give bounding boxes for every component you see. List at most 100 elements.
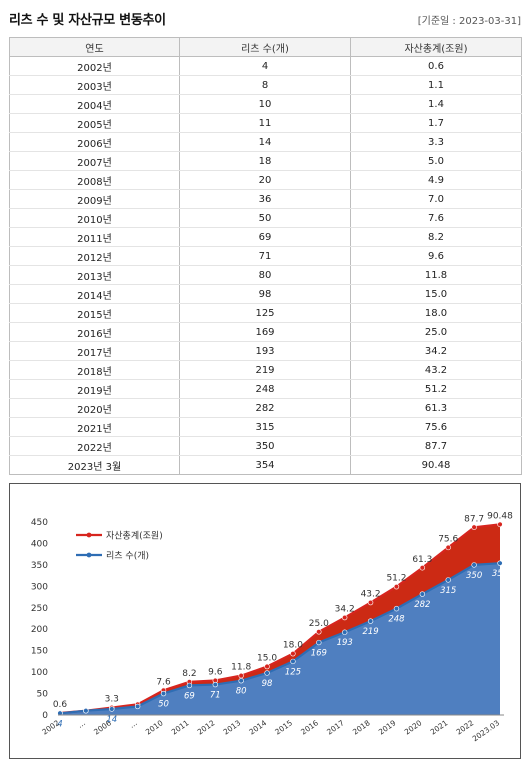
cell-year: 2017년 [9,341,180,361]
cell-total-assets: 87.7 [350,436,522,456]
cell-reits-count: 315 [179,417,351,437]
asset-data-label: 25.0 [309,619,329,629]
legend-reits-count-label: 리츠 수(개) [106,551,149,562]
page-title: 리츠 수 및 자산규모 변동추이 [9,13,166,28]
reits-count-point [471,562,477,568]
reits-count-line [59,562,501,715]
table-row: 2020년 282 61.3 [9,398,522,418]
asset-data-label: 15.0 [257,654,277,664]
x-tick-label: 2017 [325,718,346,736]
cell-year: 2019년 [9,379,180,399]
cell-total-assets: 9.6 [350,246,522,266]
reits-count-point [290,658,296,665]
y-tick-label: 400 [31,539,48,549]
cell-total-assets: 51.2 [350,379,522,399]
reits-count-data-label: 50 [158,700,169,710]
table-row: 2022년 350 87.7 [9,436,522,456]
reits-count-data-label: 350 [466,571,482,581]
asset-data-label: 3.3 [105,695,119,705]
y-tick-label: 450 [31,518,48,528]
cell-reits-count: 14 [179,132,351,152]
x-tick-label: 2012 [196,718,217,736]
cell-total-assets: 5.0 [350,151,522,171]
column-header-total-assets: 자산총계(조원) [350,37,522,57]
header: 리츠 수 및 자산규모 변동추이 [기준일 : 2023-03-31] [9,8,521,30]
asset-point [471,524,477,530]
x-tick-label: 2014 [247,718,268,736]
legend-reits-count-marker [86,552,92,558]
cell-reits-count: 169 [179,322,351,342]
x-tick-label: 2019 [377,718,398,736]
cell-reits-count: 69 [179,227,351,247]
reits-count-point [445,577,451,583]
reits-count-data-label: 80 [236,687,247,697]
table-row: 2007년 18 5.0 [9,151,522,171]
y-tick-label: 250 [31,604,48,614]
cell-total-assets: 7.0 [350,189,522,209]
x-tick-label: … [76,718,87,730]
cell-year: 2014년 [9,284,180,304]
x-tick-label: 2020 [403,718,424,736]
cell-reits-count: 10 [179,94,351,114]
reits-count-data-label: 219 [362,627,378,637]
asset-point [316,629,322,635]
asset-data-label: 8.2 [182,669,196,679]
table-row: 2021년 315 75.6 [9,417,522,437]
reits-count-data-label: 71 [210,691,221,701]
reits-count-point [316,639,322,646]
reits-count-point [57,710,63,716]
reits-count-point [134,703,141,710]
asset-data-label: 9.6 [208,667,223,677]
asset-data-label: 61.3 [412,555,432,565]
table-row: 2013년 80 11.8 [9,265,522,285]
x-tick-label: 2023.03 [471,718,502,743]
cell-reits-count: 282 [179,398,351,418]
x-tick-label: 2010 [144,718,165,736]
reits-count-point [264,670,270,676]
reference-date: [기준일 : 2023-03-31] [417,16,521,27]
asset-point [290,650,296,657]
cell-reits-count: 8 [179,75,351,95]
asset-point [367,599,374,606]
cell-year: 2005년 [9,113,180,133]
cell-year: 2008년 [9,170,180,190]
asset-point [342,614,348,621]
legend-asset-marker [86,532,92,538]
cell-total-assets: 1.7 [350,113,522,133]
reits-count-point [109,706,115,712]
table-row: 2017년 193 34.2 [9,341,522,361]
cell-year: 2009년 [9,189,180,209]
asset-line [59,523,501,715]
cell-total-assets: 8.2 [350,227,522,247]
cell-total-assets: 7.6 [350,208,522,228]
table-row: 2015년 125 18.0 [9,303,522,323]
reits-count-data-label: 354 [492,569,508,579]
cell-total-assets: 11.8 [350,265,522,285]
cell-reits-count: 71 [179,246,351,266]
reits-count-data-label: 315 [440,586,456,596]
reits-count-data-label: 69 [184,691,195,701]
cell-year: 2010년 [9,208,180,228]
table-row: 2009년 36 7.0 [9,189,522,209]
reits-count-point [160,690,167,697]
cell-total-assets: 90.48 [350,455,522,475]
cell-reits-count: 219 [179,360,351,380]
y-tick-label: 0 [42,711,48,721]
cell-year: 2012년 [9,246,180,266]
cell-reits-count: 50 [179,208,351,228]
reits-count-data-label: 4 [57,719,62,729]
cell-total-assets: 1.1 [350,75,522,95]
cell-reits-count: 80 [179,265,351,285]
table-row: 2018년 219 43.2 [9,360,522,380]
asset-data-label: 34.2 [335,605,355,615]
table-row: 2003년 8 1.1 [9,75,522,95]
y-tick-label: 50 [37,690,49,700]
cell-total-assets: 15.0 [350,284,522,304]
reits-count-point [238,677,244,684]
table-row: 2006년 14 3.3 [9,132,522,152]
cell-year: 2022년 [9,436,180,456]
cell-reits-count: 36 [179,189,351,209]
table-row: 2023년 3월 354 90.48 [9,455,522,475]
cell-total-assets: 18.0 [350,303,522,323]
